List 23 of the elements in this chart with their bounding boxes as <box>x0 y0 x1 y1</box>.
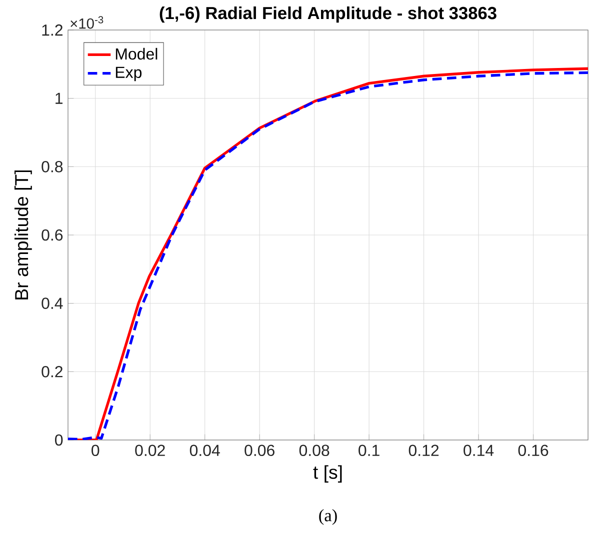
x-tick-label: 0.06 <box>244 444 274 456</box>
text: ×10$^{-3}$ <box>70 16 104 29</box>
x-tick-label: 0.04 <box>190 444 220 456</box>
legend-label: Model <box>116 48 158 60</box>
x-tick-label: 0.02 <box>135 444 165 456</box>
x-tick-label: 0.14 <box>464 444 494 456</box>
x-tick-label: 0.16 <box>518 444 548 456</box>
x-tick-label: 0.12 <box>408 444 439 456</box>
y-tick-label: 0.4 <box>42 298 63 309</box>
x-tick-label: 0.1 <box>358 444 380 456</box>
y-axis-title: Br amplitude [T] <box>14 170 32 300</box>
x-tick-label: 0.08 <box>299 444 330 456</box>
y-tick-label: 0.6 <box>42 229 63 241</box>
text: (a) <box>319 509 337 525</box>
chart-title: (1,-6) Radial Field Amplitude - shot 33863 <box>160 6 496 23</box>
legend-label: Exp <box>116 66 142 82</box>
y-tick-label: 1.2 <box>42 24 62 36</box>
x-axis-title: t [s] <box>313 465 342 483</box>
y-tick-label: 0.8 <box>42 161 63 172</box>
y-tick-label: 0.2 <box>42 366 62 378</box>
y-tick-label: 0 <box>55 434 63 446</box>
x-tick-label: 0 <box>92 444 100 456</box>
y-tick-label: 1 <box>56 92 63 104</box>
